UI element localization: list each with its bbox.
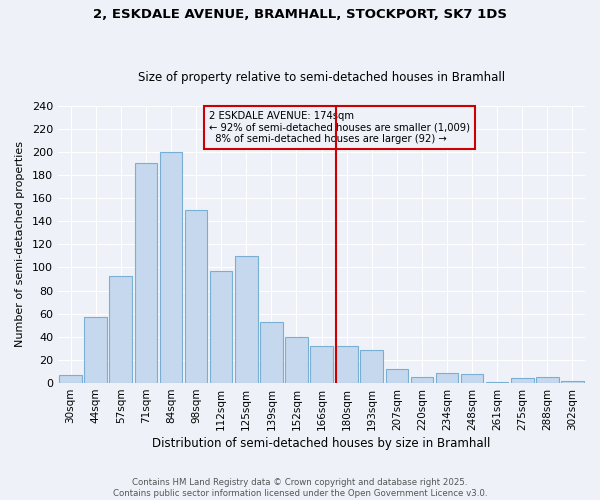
Bar	[235, 256, 257, 383]
Bar	[85, 317, 107, 383]
Title: Size of property relative to semi-detached houses in Bramhall: Size of property relative to semi-detach…	[138, 70, 505, 84]
Bar	[109, 276, 132, 383]
Text: Contains HM Land Registry data © Crown copyright and database right 2025.
Contai: Contains HM Land Registry data © Crown c…	[113, 478, 487, 498]
Bar	[511, 378, 533, 383]
Bar	[134, 164, 157, 383]
Bar	[410, 378, 433, 383]
Bar	[185, 210, 208, 383]
X-axis label: Distribution of semi-detached houses by size in Bramhall: Distribution of semi-detached houses by …	[152, 437, 491, 450]
Bar	[335, 346, 358, 383]
Bar	[361, 350, 383, 383]
Bar	[561, 381, 584, 383]
Bar	[285, 337, 308, 383]
Bar	[461, 374, 484, 383]
Bar	[386, 369, 408, 383]
Bar	[536, 378, 559, 383]
Text: 2, ESKDALE AVENUE, BRAMHALL, STOCKPORT, SK7 1DS: 2, ESKDALE AVENUE, BRAMHALL, STOCKPORT, …	[93, 8, 507, 20]
Bar	[160, 152, 182, 383]
Text: 2 ESKDALE AVENUE: 174sqm
← 92% of semi-detached houses are smaller (1,009)
  8% : 2 ESKDALE AVENUE: 174sqm ← 92% of semi-d…	[209, 112, 470, 144]
Bar	[486, 382, 508, 383]
Bar	[210, 271, 232, 383]
Y-axis label: Number of semi-detached properties: Number of semi-detached properties	[15, 142, 25, 348]
Bar	[310, 346, 333, 383]
Bar	[260, 322, 283, 383]
Bar	[436, 372, 458, 383]
Bar	[59, 375, 82, 383]
